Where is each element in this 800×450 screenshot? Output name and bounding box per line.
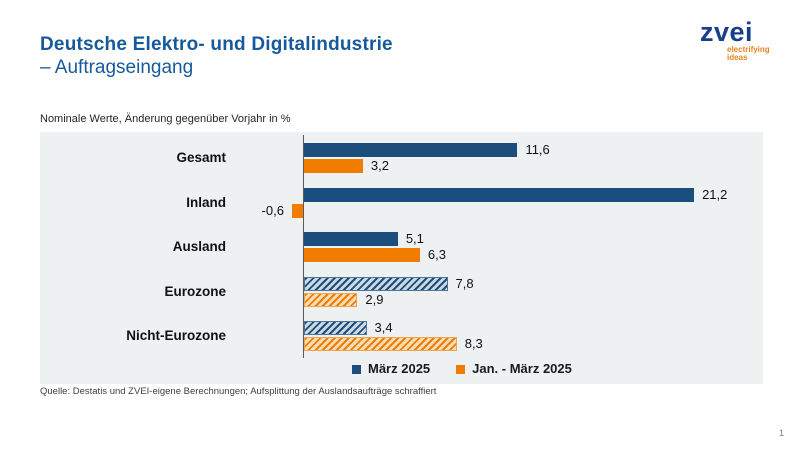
value-label-jan-m-rz-2025-inland: -0,6 — [261, 202, 284, 218]
bar-m-rz-2025-inland — [304, 187, 695, 202]
bar-jan-m-rz-2025-gesamt — [304, 159, 363, 173]
legend-item-maerz-2025: März 2025 — [352, 361, 430, 376]
bar-m-rz-2025-gesamt — [304, 143, 518, 157]
zvei-logo-text: zvei — [700, 17, 754, 47]
bar-jan-m-rz-2025-eurozone — [304, 292, 358, 307]
value-label-m-rz-2025-eurozone: 7,8 — [455, 275, 474, 291]
bar-m-rz-2025-ausland — [304, 232, 398, 246]
category-label-inland: Inland — [186, 194, 226, 210]
logo-tagline-line2: ideas — [727, 53, 748, 62]
legend-swatch-maerz-2025 — [352, 364, 361, 374]
category-label-nicht-eurozone: Nicht-Eurozone — [126, 328, 226, 343]
source-note: Quelle: Destatis und ZVEI-eigene Berechn… — [40, 386, 437, 397]
value-label-jan-m-rz-2025-eurozone: 2,9 — [365, 291, 384, 307]
chart-legend: März 2025 Jan. - März 2025 — [352, 361, 572, 376]
value-label-jan-m-rz-2025-nicht-eurozone: 8,3 — [464, 336, 483, 351]
logo-tagline-line1: electrifying — [727, 45, 770, 54]
bar-m-rz-2025-eurozone — [304, 276, 448, 291]
bar-m-rz-2025-nicht-eurozone — [304, 321, 367, 335]
legend-swatch-jan-maerz-2025 — [456, 364, 466, 374]
bar-jan-m-rz-2025-nicht-eurozone — [304, 337, 457, 351]
category-label-gesamt: Gesamt — [176, 150, 226, 165]
value-label-m-rz-2025-ausland: 5,1 — [405, 231, 424, 246]
chart-subtitle: Nominale Werte, Änderung gegenüber Vorja… — [40, 113, 291, 125]
page-number: 1 — [778, 428, 784, 438]
category-label-eurozone: Eurozone — [164, 283, 226, 299]
value-label-jan-m-rz-2025-ausland: 6,3 — [427, 247, 446, 262]
zvei-logo-tagline: electrifying ideas — [727, 46, 770, 62]
value-label-m-rz-2025-nicht-eurozone: 3,4 — [374, 320, 393, 335]
page-title: Deutsche Elektro- und Digitalindustrie — [40, 34, 393, 55]
value-label-m-rz-2025-inland: 21,2 — [702, 186, 728, 202]
zero-axis-line — [303, 135, 304, 358]
legend-item-jan-maerz-2025: Jan. - März 2025 — [456, 361, 572, 376]
value-label-jan-m-rz-2025-gesamt: 3,2 — [370, 158, 389, 173]
legend-label: Jan. - März 2025 — [472, 361, 572, 376]
bar-jan-m-rz-2025-ausland — [304, 248, 420, 262]
chart-panel: März 2025 Jan. - März 2025 Gesamt 11,6 3,2… — [40, 132, 763, 384]
value-label-m-rz-2025-gesamt: 11,6 — [525, 142, 550, 157]
page-subtitle: – Auftragseingang — [40, 57, 194, 78]
legend-label: März 2025 — [368, 361, 431, 376]
zvei-logo: zvei electrifying ideas — [700, 17, 770, 62]
bar-jan-m-rz-2025-inland — [291, 203, 303, 218]
category-label-ausland: Ausland — [172, 239, 226, 254]
